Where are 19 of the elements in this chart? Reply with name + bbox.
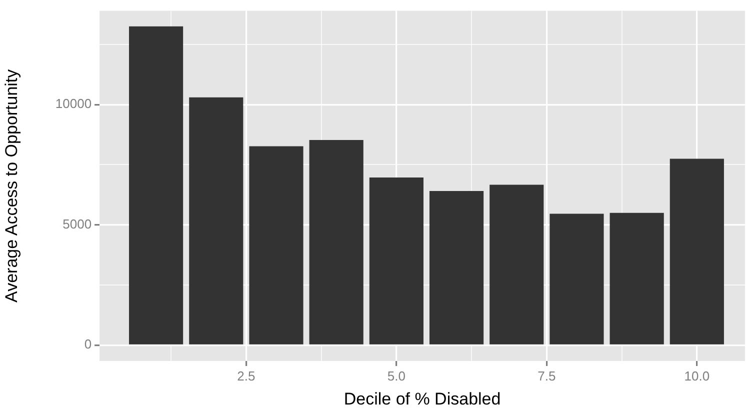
bar xyxy=(309,140,364,344)
bar xyxy=(490,184,544,344)
bar xyxy=(129,26,184,344)
x-tick-label: 7.5 xyxy=(538,368,556,384)
bar xyxy=(249,146,304,344)
bar xyxy=(670,158,724,344)
y-tick-label: 0 xyxy=(84,336,92,352)
bar xyxy=(369,177,424,344)
x-tick-label: 5.0 xyxy=(387,368,406,384)
y-tick-label: 5000 xyxy=(62,216,92,232)
y-axis-title: Average Access to Opportunity xyxy=(2,68,21,302)
x-tick-label: 10.0 xyxy=(684,368,710,384)
bar xyxy=(550,214,604,344)
bar xyxy=(610,212,664,344)
y-tick-label: 10000 xyxy=(55,96,92,112)
bar xyxy=(189,97,244,344)
x-tick-label: 2.5 xyxy=(237,368,256,384)
bar xyxy=(429,190,484,344)
x-axis-title: Decile of % Disabled xyxy=(344,389,501,408)
